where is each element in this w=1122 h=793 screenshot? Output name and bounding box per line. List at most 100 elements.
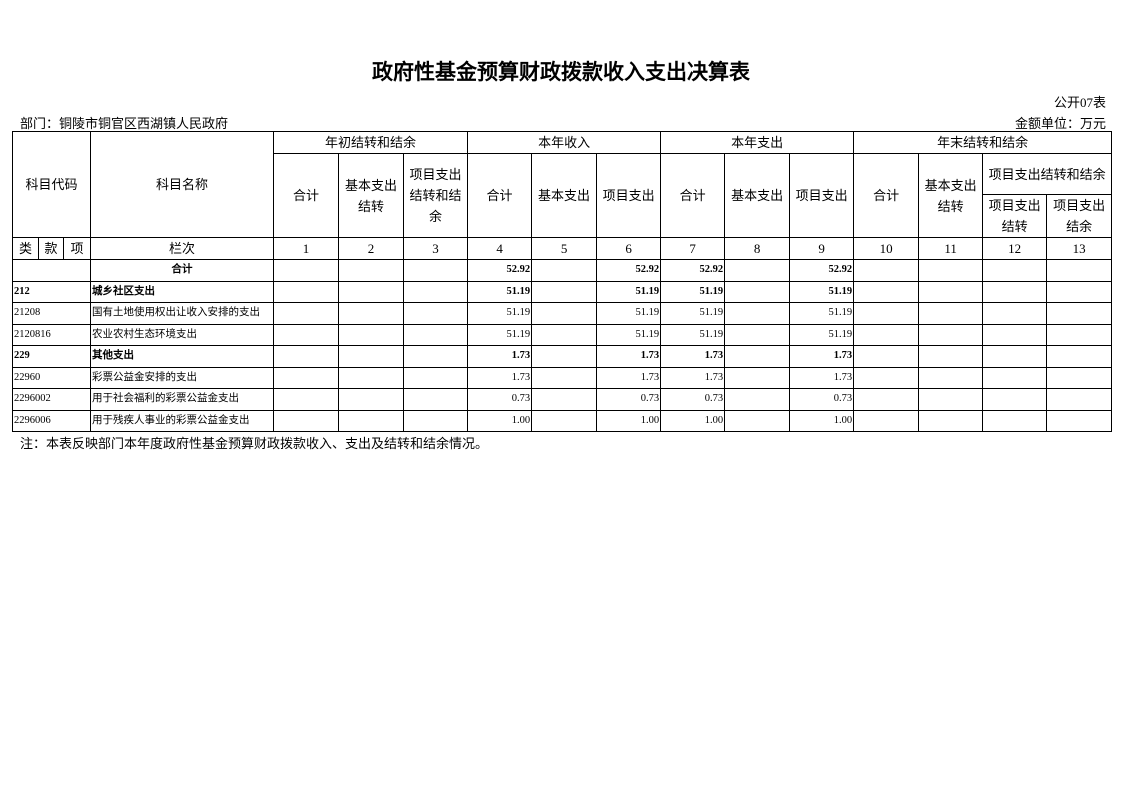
header-cell: 合计 xyxy=(660,153,726,238)
value-cell xyxy=(724,323,791,346)
value-cell xyxy=(338,409,405,432)
value-cell: 52.92 xyxy=(789,259,855,282)
value-cell xyxy=(403,259,469,282)
value-cell xyxy=(531,323,598,346)
title: 政府性基金预算财政拨款收入支出决算表 xyxy=(372,60,750,84)
table-row: 229 其他支出 1.73 1.73 1.73 1.73 xyxy=(11,345,1113,368)
value-cell: 51.19 xyxy=(596,302,662,325)
value-cell xyxy=(724,259,791,282)
value-cell: 51.19 xyxy=(789,302,855,325)
value-cell: 1.73 xyxy=(660,345,726,368)
value-cell: 51.19 xyxy=(467,323,533,346)
value-cell xyxy=(531,409,598,432)
name-cell: 用于社会福利的彩票公益金支出 xyxy=(90,388,275,411)
value-cell xyxy=(338,259,405,282)
header-cell: 项目支出结转和结余 xyxy=(403,153,469,238)
value-cell xyxy=(1046,302,1113,325)
code-cell: 2296006 xyxy=(11,409,92,432)
value-cell xyxy=(273,345,340,368)
code-cell: 212 xyxy=(11,280,92,303)
value-cell xyxy=(273,280,340,303)
value-cell: 0.73 xyxy=(660,388,726,411)
form-number: 公开07表 xyxy=(1053,95,1106,110)
value-cell xyxy=(273,388,340,411)
value-cell xyxy=(531,280,598,303)
value-cell xyxy=(982,409,1048,432)
budget-table: 科目代码 科目名称 年初结转和结余 本年收入 本年支出 年末结转和结余 合计 基本支出结转 项目… xyxy=(11,131,1113,432)
value-cell: 1.73 xyxy=(789,366,855,389)
value-cell xyxy=(273,366,340,389)
header-cell: 基本支出结转 xyxy=(918,153,984,238)
header-cell: 项目支出结余 xyxy=(1046,194,1113,238)
value-cell: 0.73 xyxy=(467,388,533,411)
value-cell xyxy=(338,345,405,368)
code-cell xyxy=(11,259,92,282)
value-cell xyxy=(982,259,1048,282)
value-cell xyxy=(982,280,1048,303)
table-row: 项目支出结转 项目支出结余 xyxy=(13,194,1113,238)
value-cell xyxy=(1046,409,1113,432)
value-cell xyxy=(853,366,920,389)
value-cell xyxy=(273,323,340,346)
value-cell xyxy=(1046,388,1113,411)
value-cell xyxy=(853,280,920,303)
code-cell: 2296002 xyxy=(11,388,92,411)
code-cell: 21208 xyxy=(11,302,92,325)
value-cell: 51.19 xyxy=(467,302,533,325)
header-cell: 科目名称 xyxy=(90,131,275,238)
name-cell: 合计 xyxy=(90,259,275,282)
value-cell xyxy=(724,388,791,411)
table-row: 合计 基本支出结转 项目支出结转和结余 合计 基本支出 项目支出 合计 基本支出 项目支出 合计基… xyxy=(13,153,1113,238)
value-cell: 52.92 xyxy=(467,259,533,282)
value-cell xyxy=(531,259,598,282)
header-cell: 栏次 xyxy=(90,237,275,260)
value-cell xyxy=(853,388,920,411)
value-cell: 51.19 xyxy=(467,280,533,303)
value-cell xyxy=(982,323,1048,346)
value-cell xyxy=(403,345,469,368)
value-cell xyxy=(724,366,791,389)
column-number: 6 xyxy=(596,237,662,260)
value-cell xyxy=(724,409,791,432)
value-cell xyxy=(531,366,598,389)
value-cell: 1.00 xyxy=(596,409,662,432)
column-number: 9 xyxy=(789,237,855,260)
header-cell: 基本支出 xyxy=(724,153,791,238)
value-cell: 1.73 xyxy=(596,345,662,368)
value-cell xyxy=(338,280,405,303)
value-cell: 51.19 xyxy=(789,323,855,346)
value-cell xyxy=(982,302,1048,325)
header-cell: 款 xyxy=(38,237,64,260)
value-cell: 52.92 xyxy=(596,259,662,282)
value-cell xyxy=(273,302,340,325)
name-cell: 其他支出 xyxy=(90,345,275,368)
value-cell xyxy=(918,323,984,346)
header-cell: 年初结转和结余 xyxy=(273,131,469,154)
value-cell xyxy=(918,302,984,325)
value-cell: 1.73 xyxy=(660,366,726,389)
value-cell: 51.19 xyxy=(660,323,726,346)
value-cell xyxy=(918,409,984,432)
header-cell: 本年支出 xyxy=(660,131,855,154)
value-cell xyxy=(724,345,791,368)
table-row: 2296006 用于残疾人事业的彩票公益金支出 1.00 1.00 1.00 1.00 xyxy=(11,409,1113,432)
name-cell: 城乡社区支出 xyxy=(90,280,275,303)
value-cell: 0.73 xyxy=(789,388,855,411)
note: 注：本表反映部门本年度政府性基金预算财政拨款收入、支出及结转和结余情况。 xyxy=(20,436,489,451)
value-cell xyxy=(403,323,469,346)
column-number: 7 xyxy=(660,237,726,260)
value-cell xyxy=(853,302,920,325)
value-cell xyxy=(1046,259,1113,282)
code-cell: 229 xyxy=(11,345,92,368)
value-cell: 1.73 xyxy=(467,345,533,368)
header-cell: 项目支出结转和结余 xyxy=(982,153,1113,195)
value-cell xyxy=(403,409,469,432)
value-cell xyxy=(724,280,791,303)
column-number: 3 xyxy=(403,237,469,260)
value-cell xyxy=(853,409,920,432)
unit: 金额单位：万元 xyxy=(1014,116,1106,131)
value-cell: 51.19 xyxy=(596,280,662,303)
header-cell: 项目支出结转 xyxy=(982,194,1048,238)
value-cell: 51.19 xyxy=(789,280,855,303)
